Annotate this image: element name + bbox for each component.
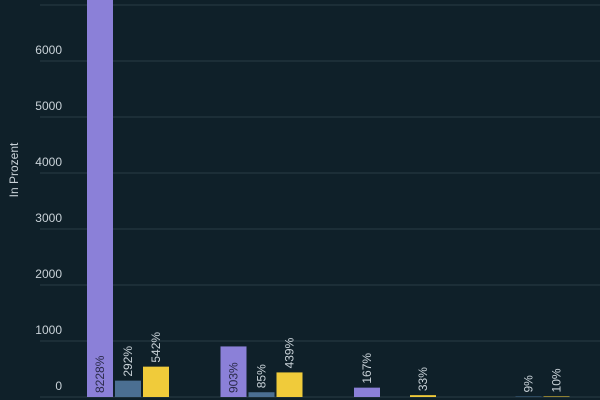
bar [248, 392, 275, 397]
bars [87, 0, 570, 398]
y-tick-label: 2000 [35, 267, 62, 281]
value-label: 10% [550, 368, 564, 392]
y-tick-label: 4000 [35, 155, 62, 169]
bar [220, 346, 247, 397]
y-tick-label: 6000 [35, 43, 62, 57]
value-label: 542% [149, 332, 163, 363]
bar [543, 396, 570, 397]
value-label: 33% [416, 367, 430, 391]
bar [410, 395, 436, 397]
y-tick-label: 7000 [35, 0, 62, 1]
bar [115, 380, 141, 397]
bar [515, 396, 542, 397]
bar [87, 0, 113, 398]
value-label: 439% [283, 337, 297, 368]
y-tick-label: 1000 [35, 323, 62, 337]
y-axis-label: In Prozent [7, 142, 21, 197]
value-label: 167% [360, 353, 374, 384]
value-label: 85% [255, 364, 269, 388]
bar [354, 387, 380, 397]
y-tick-label: 3000 [35, 211, 62, 225]
y-tick-label: 5000 [35, 99, 62, 113]
value-label: 903% [227, 362, 241, 393]
bar [143, 366, 169, 397]
bar [276, 372, 303, 397]
value-label: 9% [522, 375, 536, 393]
value-label: 292% [121, 346, 135, 377]
value-label: 8228% [93, 355, 107, 393]
y-tick-label: 0 [55, 379, 62, 393]
